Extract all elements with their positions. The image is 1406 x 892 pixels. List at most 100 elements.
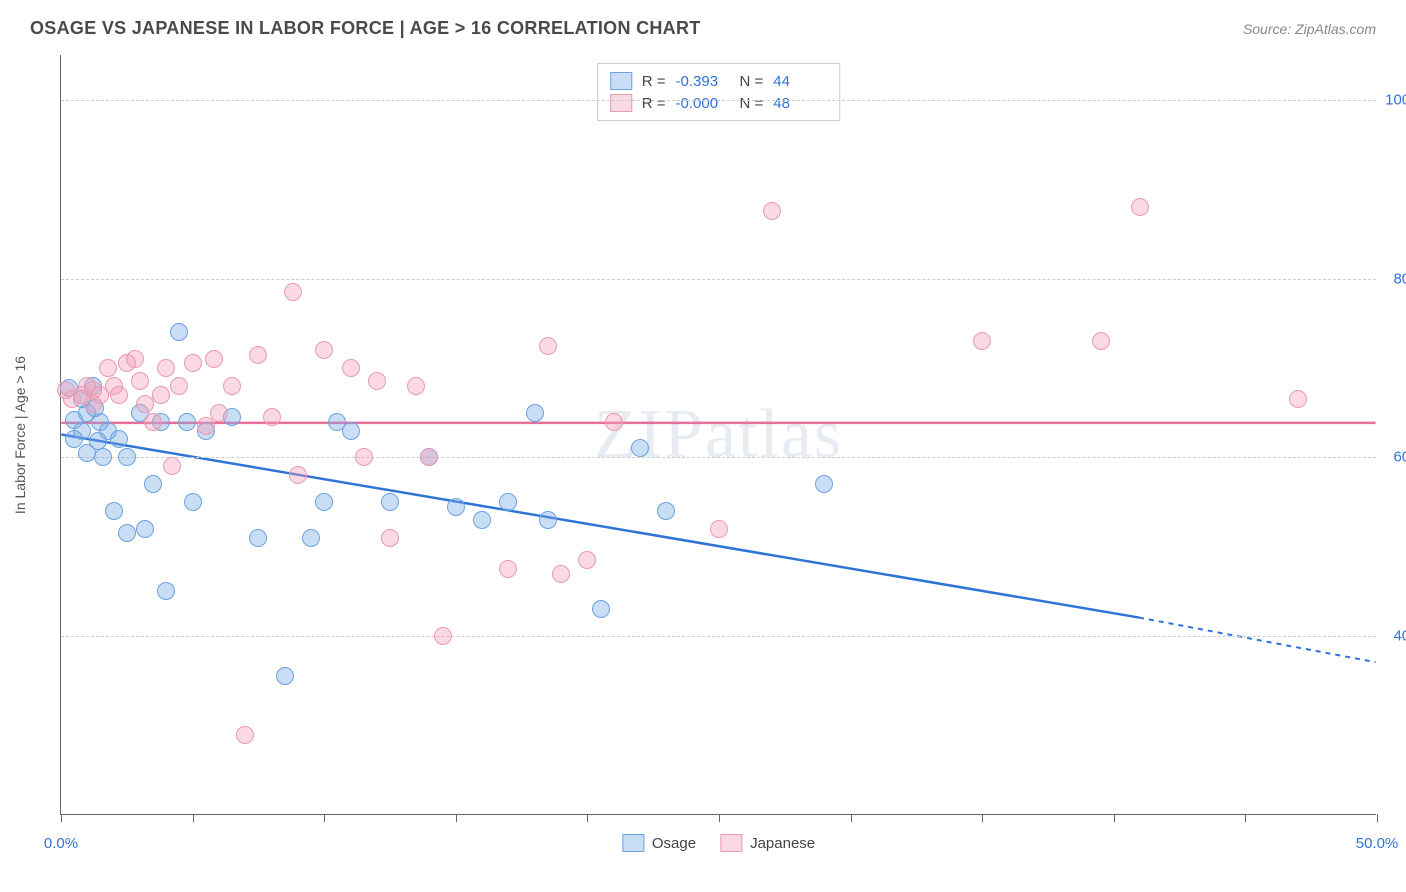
legend-correlation-box: R = -0.393 N = 44 R = -0.000 N = 48 xyxy=(597,63,841,121)
scatter-point xyxy=(473,511,491,529)
scatter-point xyxy=(605,413,623,431)
scatter-point xyxy=(342,422,360,440)
legend-series: Osage Japanese xyxy=(622,834,815,852)
y-tick-label: 60.0% xyxy=(1393,449,1406,466)
scatter-point xyxy=(499,493,517,511)
scatter-point xyxy=(276,667,294,685)
x-tick xyxy=(719,814,720,822)
chart-title: OSAGE VS JAPANESE IN LABOR FORCE | AGE >… xyxy=(30,18,701,39)
scatter-point xyxy=(342,359,360,377)
plot-area: ZIPatlas R =-0.393N =44R =-0.000N =48 Os… xyxy=(60,55,1376,815)
scatter-point xyxy=(381,493,399,511)
scatter-point xyxy=(315,493,333,511)
scatter-point xyxy=(815,475,833,493)
scatter-point xyxy=(578,551,596,569)
scatter-point xyxy=(447,498,465,516)
legend-swatch xyxy=(720,834,742,852)
scatter-point xyxy=(170,323,188,341)
scatter-point xyxy=(136,520,154,538)
scatter-point xyxy=(94,448,112,466)
scatter-point xyxy=(631,439,649,457)
scatter-point xyxy=(184,493,202,511)
x-tick xyxy=(851,814,852,822)
x-tick xyxy=(456,814,457,822)
chart-header: OSAGE VS JAPANESE IN LABOR FORCE | AGE >… xyxy=(0,0,1406,47)
scatter-point xyxy=(973,332,991,350)
scatter-point xyxy=(592,600,610,618)
legend-swatch xyxy=(610,94,632,112)
scatter-point xyxy=(289,466,307,484)
scatter-point xyxy=(368,372,386,390)
scatter-point xyxy=(144,413,162,431)
scatter-point xyxy=(302,529,320,547)
scatter-point xyxy=(157,359,175,377)
scatter-point xyxy=(1289,390,1307,408)
legend-n-value: 44 xyxy=(773,73,827,90)
scatter-point xyxy=(249,529,267,547)
scatter-point xyxy=(355,448,373,466)
legend-row: R = -0.000 N = 48 xyxy=(610,92,828,114)
legend-n-label: N = xyxy=(740,73,764,90)
legend-series-item: Japanese xyxy=(720,834,815,852)
scatter-point xyxy=(118,524,136,542)
scatter-point xyxy=(65,430,83,448)
scatter-point xyxy=(184,354,202,372)
legend-r-value: -0.393 xyxy=(676,73,730,90)
scatter-point xyxy=(263,408,281,426)
scatter-point xyxy=(552,565,570,583)
scatter-point xyxy=(499,560,517,578)
scatter-point xyxy=(539,337,557,355)
gridline xyxy=(61,636,1376,637)
legend-row: R = -0.393 N = 44 xyxy=(610,70,828,92)
legend-n-value: 48 xyxy=(773,95,827,112)
scatter-point xyxy=(118,448,136,466)
gridline xyxy=(61,279,1376,280)
x-tick xyxy=(324,814,325,822)
x-tick-label: 50.0% xyxy=(1356,835,1399,852)
x-tick xyxy=(587,814,588,822)
legend-series-label: Osage xyxy=(652,835,696,852)
scatter-point xyxy=(236,726,254,744)
scatter-point xyxy=(105,502,123,520)
x-tick xyxy=(193,814,194,822)
legend-r-label: R = xyxy=(642,95,666,112)
scatter-point xyxy=(144,475,162,493)
legend-r-label: R = xyxy=(642,73,666,90)
y-axis-title: In Labor Force | Age > 16 xyxy=(12,356,28,514)
scatter-point xyxy=(315,341,333,359)
scatter-point xyxy=(710,520,728,538)
scatter-point xyxy=(657,502,675,520)
scatter-point xyxy=(407,377,425,395)
scatter-point xyxy=(110,430,128,448)
scatter-point xyxy=(1092,332,1110,350)
scatter-point xyxy=(152,386,170,404)
scatter-point xyxy=(1131,198,1149,216)
scatter-point xyxy=(284,283,302,301)
x-tick-label: 0.0% xyxy=(44,835,78,852)
chart-source: Source: ZipAtlas.com xyxy=(1243,21,1376,37)
legend-r-value: -0.000 xyxy=(676,95,730,112)
scatter-point xyxy=(381,529,399,547)
legend-series-item: Osage xyxy=(622,834,696,852)
scatter-point xyxy=(110,386,128,404)
scatter-point xyxy=(434,627,452,645)
scatter-point xyxy=(178,413,196,431)
scatter-point xyxy=(131,372,149,390)
scatter-point xyxy=(99,359,117,377)
legend-n-label: N = xyxy=(740,95,764,112)
x-tick xyxy=(1114,814,1115,822)
watermark: ZIPatlas xyxy=(594,395,843,475)
gridline xyxy=(61,100,1376,101)
legend-swatch xyxy=(622,834,644,852)
y-tick-label: 100.0% xyxy=(1385,91,1406,108)
scatter-point xyxy=(223,377,241,395)
legend-series-label: Japanese xyxy=(750,835,815,852)
y-tick-label: 40.0% xyxy=(1393,628,1406,645)
x-tick xyxy=(1377,814,1378,822)
scatter-point xyxy=(210,404,228,422)
scatter-point xyxy=(249,346,267,364)
x-tick xyxy=(1245,814,1246,822)
scatter-point xyxy=(763,202,781,220)
scatter-point xyxy=(205,350,223,368)
scatter-point xyxy=(197,417,215,435)
